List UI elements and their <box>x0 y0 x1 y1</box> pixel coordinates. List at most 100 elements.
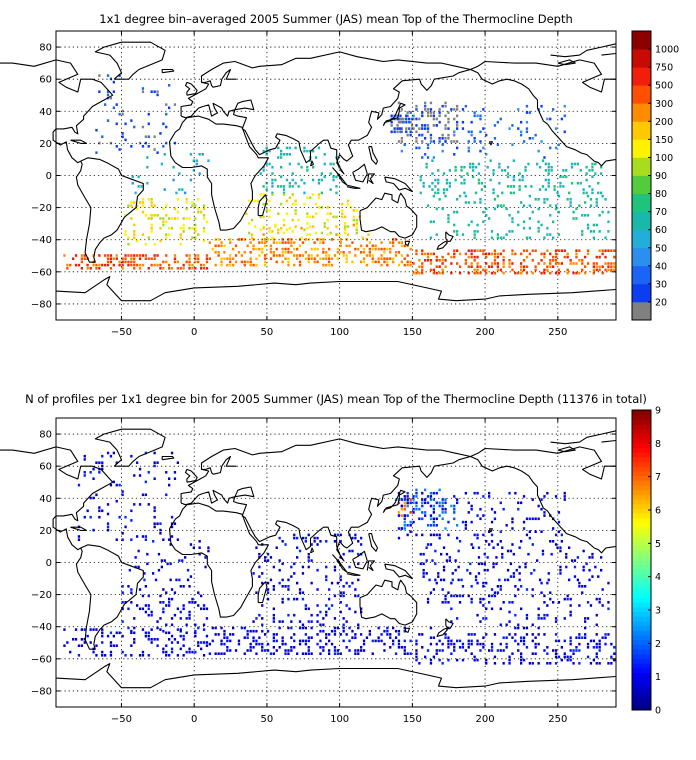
data-cell <box>326 226 329 230</box>
data-cell <box>485 268 488 272</box>
data-cell <box>575 249 578 252</box>
data-cell <box>293 646 296 649</box>
x-tick-label: 150 <box>403 327 422 338</box>
data-cell <box>578 662 581 665</box>
data-cell <box>72 638 75 641</box>
data-cell <box>150 226 153 230</box>
data-cell <box>322 247 325 251</box>
data-cell <box>272 652 275 655</box>
data-cell <box>531 652 534 655</box>
data-cell <box>582 188 585 191</box>
data-cell <box>444 633 447 636</box>
data-cell <box>589 662 593 665</box>
data-cell <box>432 511 435 514</box>
data-cell <box>319 629 322 633</box>
data-cell <box>205 267 209 270</box>
data-cell <box>598 649 601 652</box>
data-cell <box>284 257 287 260</box>
data-cell <box>595 642 598 646</box>
data-cell <box>141 263 145 267</box>
data-cell <box>531 633 534 636</box>
data-cell <box>130 263 133 267</box>
data-cell <box>339 540 342 543</box>
data-cell <box>549 265 552 268</box>
data-cell <box>415 533 418 537</box>
data-cell <box>586 194 590 198</box>
data-cell <box>522 259 526 262</box>
data-cell <box>352 223 355 227</box>
data-cell <box>133 230 136 233</box>
data-cell <box>147 112 150 116</box>
data-cell <box>518 178 521 182</box>
data-cell <box>357 562 360 566</box>
data-cell <box>232 247 235 251</box>
data-cell <box>550 165 553 169</box>
colorbar-segment <box>632 414 651 420</box>
data-cell <box>261 623 264 627</box>
x-tick-label: 100 <box>330 714 349 725</box>
data-cell <box>197 207 200 211</box>
data-cell <box>569 649 572 652</box>
data-cell <box>488 491 491 495</box>
data-cell <box>301 241 305 244</box>
data-cell <box>502 636 505 639</box>
data-cell <box>442 191 446 195</box>
data-cell <box>141 594 145 598</box>
data-cell <box>175 191 178 195</box>
data-cell <box>307 254 310 257</box>
data-cell <box>490 588 494 591</box>
data-cell <box>328 597 331 601</box>
data-cell <box>249 629 252 633</box>
data-cell <box>406 495 409 498</box>
data-cell <box>554 652 558 655</box>
data-cell <box>255 639 258 643</box>
data-cell <box>307 565 310 569</box>
coastline <box>436 240 448 250</box>
data-cell <box>473 114 476 118</box>
data-cell <box>352 209 355 212</box>
data-cell <box>118 263 121 267</box>
data-cell <box>317 178 321 182</box>
data-cell <box>415 639 418 643</box>
data-cell <box>287 613 290 617</box>
data-cell <box>405 130 408 134</box>
data-cell <box>400 140 403 143</box>
colorbar-segment <box>632 583 651 589</box>
data-cell <box>92 496 95 500</box>
data-cell <box>261 646 264 649</box>
data-cell <box>121 591 124 594</box>
data-cell <box>394 251 398 254</box>
data-cell <box>525 130 529 134</box>
data-cell <box>543 514 546 517</box>
data-cell <box>130 204 133 207</box>
data-cell <box>485 658 488 662</box>
data-cell <box>345 604 348 607</box>
data-cell <box>610 662 613 665</box>
data-cell <box>547 162 550 166</box>
data-cell <box>600 172 603 175</box>
data-cell <box>229 639 232 643</box>
data-cell <box>130 591 133 594</box>
data-cell <box>453 517 456 521</box>
data-cell <box>508 230 511 233</box>
data-cell <box>429 504 433 508</box>
data-cell <box>136 254 139 257</box>
data-cell <box>591 191 594 195</box>
coastline <box>346 571 361 576</box>
data-cell <box>569 655 572 659</box>
data-cell <box>380 241 383 244</box>
data-cell <box>520 268 523 272</box>
data-cell <box>380 633 383 636</box>
data-cell <box>271 178 274 182</box>
data-cell <box>313 247 316 251</box>
data-cell <box>476 262 479 265</box>
data-cell <box>168 233 171 236</box>
coastline <box>201 68 237 88</box>
top-chart-title: 1x1 degree bin–averaged 2005 Summer (JAS… <box>99 12 573 26</box>
data-cell <box>569 201 572 204</box>
data-cell <box>112 106 115 110</box>
data-cell <box>437 575 440 578</box>
data-cell <box>168 538 171 541</box>
data-cell <box>421 265 424 268</box>
colorbar-segment <box>632 466 651 472</box>
